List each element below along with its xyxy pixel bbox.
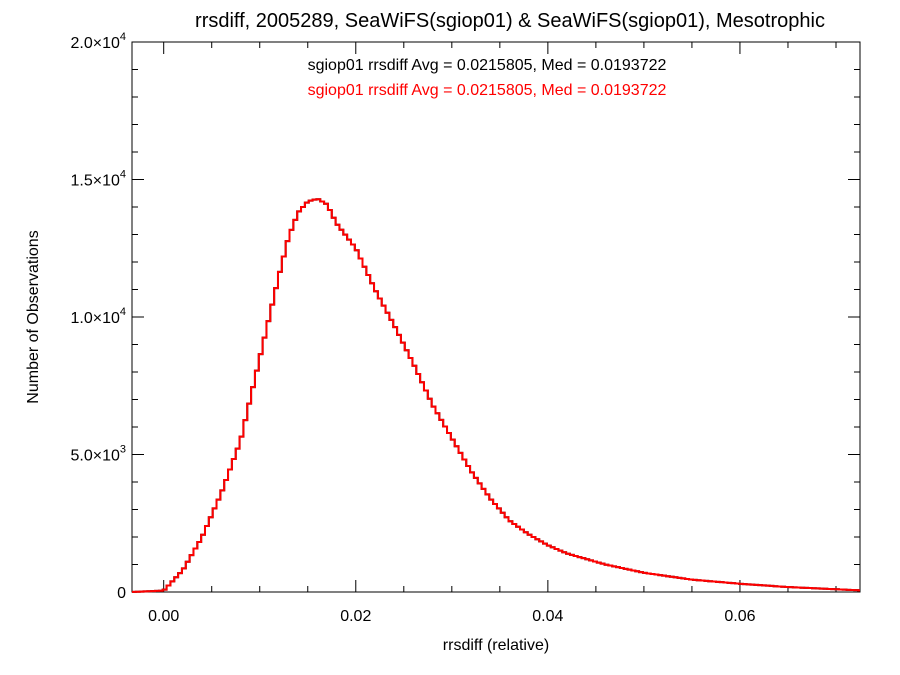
x-tick-label: 0.00 (148, 608, 179, 625)
plot-frame (131, 41, 861, 593)
series-layer (132, 198, 860, 593)
y-axis-label: Number of Observations (25, 230, 42, 403)
series-line-0 (132, 198, 860, 593)
x-tick-label: 0.02 (340, 608, 371, 625)
y-tick-label: 1.5×104 (70, 169, 126, 190)
x-axis-label: rrsdiff (relative) (443, 637, 549, 654)
x-tick-label: 0.04 (532, 608, 563, 625)
annotation-black: sgiop01 rrsdiff Avg = 0.0215805, Med = 0… (308, 57, 667, 74)
series-line-1 (132, 198, 860, 593)
axis-ticks: 0.00 0.02 0.04 0.06 0 5.0×103 1.0×104 1.5×104 2.… (70, 31, 860, 625)
y-tick-label: 2.0×104 (70, 31, 126, 52)
y-tick-label: 5.0×103 (70, 444, 126, 465)
x-tick-label: 0.06 (724, 608, 755, 625)
y-tick-label: 1.0×104 (70, 306, 126, 327)
annotation-red: sgiop01 rrsdiff Avg = 0.0215805, Med = 0… (308, 82, 667, 99)
y-tick-label: 0 (117, 585, 126, 602)
chart-title: rrsdiff, 2005289, SeaWiFS(sgiop01) & Sea… (195, 10, 825, 32)
